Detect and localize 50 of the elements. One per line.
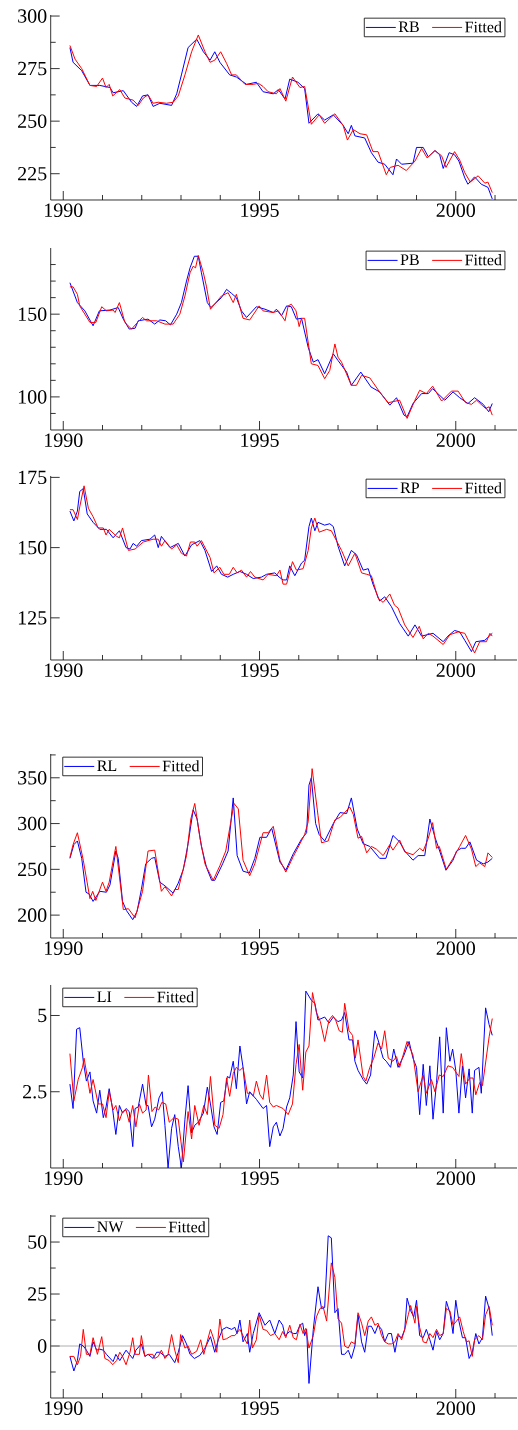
x-tick-label: 2000 xyxy=(436,941,476,956)
x-tick-label: 1990 xyxy=(45,663,83,678)
x-tick-label: 2000 xyxy=(436,1171,476,1186)
y-tick-label: 5 xyxy=(38,1008,47,1023)
y-tick-label: 300 xyxy=(18,816,47,831)
y-tick-label: 300 xyxy=(18,9,47,23)
legend-label: Fitted xyxy=(465,254,502,266)
legend-label: LI xyxy=(97,991,112,1002)
legend-label: Fitted xyxy=(168,1221,206,1233)
y-tick-label: 225 xyxy=(18,166,47,181)
y-tick-label: 0 xyxy=(37,1339,47,1353)
x-tick-label: 1995 xyxy=(241,941,279,955)
y-tick-label: 275 xyxy=(18,61,47,76)
legend-label: RP xyxy=(400,482,419,493)
x-tick-label: 2000 xyxy=(436,433,476,448)
x-tick-label: 1990 xyxy=(45,941,83,956)
legend-label: Fitted xyxy=(465,21,502,33)
legend-label: RL xyxy=(97,760,117,771)
y-tick-label: 50 xyxy=(28,1235,47,1249)
y-tick-label: 100 xyxy=(18,390,47,404)
legend-label: Fitted xyxy=(465,482,502,494)
legend-label: RB xyxy=(398,21,419,32)
x-tick-label: 1995 xyxy=(241,1171,279,1185)
line-series xyxy=(69,1235,493,1384)
y-tick-label: 350 xyxy=(18,771,47,785)
x-tick-label: 1995 xyxy=(241,1401,279,1415)
x-tick-label: 2000 xyxy=(436,1401,476,1416)
y-tick-label: 250 xyxy=(18,862,47,877)
y-tick-label: 150 xyxy=(18,307,47,321)
y-tick-label: 2.5 xyxy=(23,1084,47,1099)
x-tick-label: 1990 xyxy=(45,203,83,218)
x-tick-label: 1990 xyxy=(45,1171,83,1186)
y-tick-label: 125 xyxy=(18,611,47,625)
legend-label: NW xyxy=(97,1221,124,1233)
y-tick-label: 200 xyxy=(18,908,47,922)
y-tick-label: 150 xyxy=(18,540,47,555)
line-series xyxy=(69,1262,493,1366)
x-tick-label: 2000 xyxy=(436,663,476,678)
x-tick-label: 1995 xyxy=(241,203,279,217)
y-tick-label: 250 xyxy=(18,114,47,128)
legend-label: Fitted xyxy=(162,760,200,772)
x-tick-label: 1995 xyxy=(241,663,279,677)
legend-label: Fitted xyxy=(157,991,194,1003)
y-tick-label: 25 xyxy=(28,1287,47,1301)
legend-label: PB xyxy=(400,254,419,265)
y-tick-label: 175 xyxy=(18,470,47,485)
x-tick-label: 1995 xyxy=(241,433,279,447)
x-tick-label: 1990 xyxy=(45,1401,83,1416)
x-tick-label: 1990 xyxy=(45,433,83,448)
x-tick-label: 2000 xyxy=(436,203,476,218)
